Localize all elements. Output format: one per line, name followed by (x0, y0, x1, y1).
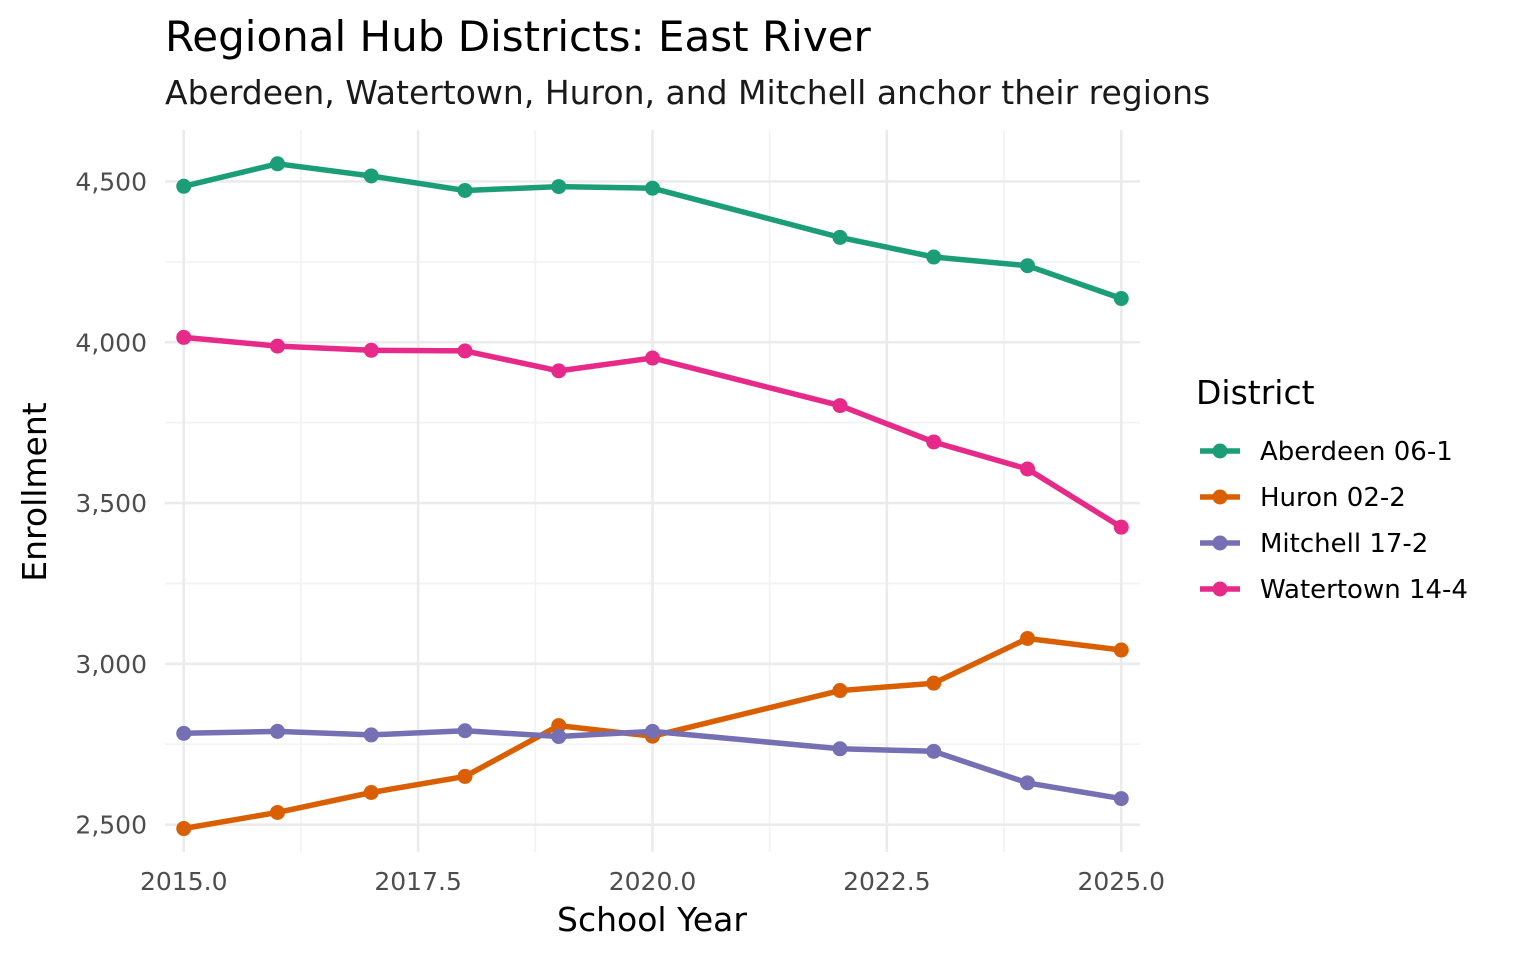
legend-item: Aberdeen 06-1 (1200, 437, 1453, 467)
series-aberdeen-06-1 (176, 156, 1129, 307)
x-axis-title: School Year (557, 900, 747, 939)
x-tick-label: 2017.5 (374, 867, 461, 896)
series-line-mitchell-17-2 (183, 728, 1122, 802)
series-line-huron-02-2 (183, 635, 1122, 832)
data-point-huron-02-2 (1020, 630, 1035, 646)
data-point-mitchell-17-2 (363, 727, 379, 743)
data-point-aberdeen-06-1 (176, 178, 192, 194)
legend-label: Watertown 14-4 (1260, 575, 1468, 605)
data-point-watertown-14-4 (832, 398, 848, 414)
data-point-mitchell-17-2 (176, 725, 192, 741)
legend-key-point (1212, 443, 1228, 459)
data-point-huron-02-2 (176, 821, 192, 837)
legend: District Aberdeen 06-1 Huron 02-2 Mitchell… (1196, 373, 1468, 605)
data-point-aberdeen-06-1 (363, 168, 379, 184)
data-point-watertown-14-4 (926, 434, 942, 450)
data-point-aberdeen-06-1 (645, 180, 660, 196)
x-tick-label: 2025.0 (1078, 867, 1165, 896)
data-point-huron-02-2 (926, 675, 942, 691)
data-point-huron-02-2 (551, 718, 567, 734)
x-axis-tick-labels: 2015.0 2017.5 2020.0 2022.5 2025.0 (140, 867, 1165, 896)
data-point-mitchell-17-2 (551, 729, 567, 745)
data-point-huron-02-2 (457, 768, 473, 784)
legend-item: Watertown 14-4 (1200, 575, 1468, 605)
data-point-watertown-14-4 (270, 338, 285, 354)
legend-key-point (1212, 489, 1228, 505)
data-point-mitchell-17-2 (457, 723, 473, 739)
series-line-aberdeen-06-1 (183, 161, 1123, 302)
series-mitchell-17-2 (176, 723, 1129, 807)
x-tick-label: 2020.0 (609, 867, 696, 896)
chart-subtitle: Aberdeen, Watertown, Huron, and Mitchell… (165, 73, 1210, 112)
data-point-mitchell-17-2 (1020, 775, 1035, 791)
data-point-watertown-14-4 (551, 363, 567, 379)
data-point-watertown-14-4 (363, 342, 379, 358)
chart-title: Regional Hub Districts: East River (165, 12, 872, 61)
y-axis-title: Enrollment (15, 402, 54, 581)
data-point-aberdeen-06-1 (270, 156, 285, 172)
data-point-huron-02-2 (832, 683, 848, 699)
legend-label: Huron 02-2 (1260, 483, 1406, 513)
data-point-mitchell-17-2 (270, 723, 285, 739)
y-tick-label: 4,500 (75, 167, 147, 196)
y-tick-label: 3,000 (75, 650, 147, 679)
data-point-mitchell-17-2 (1113, 791, 1129, 807)
legend-item: Mitchell 17-2 (1200, 529, 1428, 559)
series-line-watertown-14-4 (183, 334, 1123, 530)
x-tick-label: 2015.0 (140, 867, 227, 896)
data-point-watertown-14-4 (1020, 461, 1035, 477)
data-point-mitchell-17-2 (926, 743, 942, 759)
data-point-watertown-14-4 (1113, 519, 1129, 535)
legend-item: Huron 02-2 (1200, 483, 1406, 513)
data-point-aberdeen-06-1 (832, 229, 848, 245)
series-watertown-14-4 (176, 329, 1129, 535)
data-point-aberdeen-06-1 (457, 182, 473, 198)
legend-label: Aberdeen 06-1 (1260, 437, 1453, 467)
y-tick-label: 3,500 (75, 489, 147, 518)
legend-key-point (1212, 581, 1228, 597)
legend-label: Mitchell 17-2 (1260, 529, 1428, 559)
data-point-huron-02-2 (1113, 642, 1129, 658)
y-tick-label: 4,000 (75, 328, 147, 357)
data-point-aberdeen-06-1 (1113, 291, 1129, 307)
data-point-huron-02-2 (363, 785, 379, 801)
data-point-aberdeen-06-1 (926, 249, 942, 265)
x-tick-label: 2022.5 (843, 867, 930, 896)
y-tick-label: 2,500 (75, 811, 147, 840)
legend-key-point (1212, 535, 1228, 551)
data-point-aberdeen-06-1 (1020, 258, 1035, 274)
series-layer (176, 156, 1129, 837)
data-point-huron-02-2 (270, 804, 285, 820)
data-point-mitchell-17-2 (645, 723, 660, 739)
data-point-watertown-14-4 (645, 350, 660, 366)
data-point-watertown-14-4 (457, 343, 473, 359)
series-huron-02-2 (176, 630, 1129, 837)
legend-title: District (1196, 373, 1315, 412)
data-point-mitchell-17-2 (832, 741, 848, 757)
y-axis-tick-labels: 2,500 3,000 3,500 4,000 4,500 (75, 167, 147, 839)
legend-items: Aberdeen 06-1 Huron 02-2 Mitchell 17-2 Wate… (1200, 437, 1468, 605)
data-point-watertown-14-4 (176, 329, 192, 345)
data-point-aberdeen-06-1 (551, 179, 567, 195)
